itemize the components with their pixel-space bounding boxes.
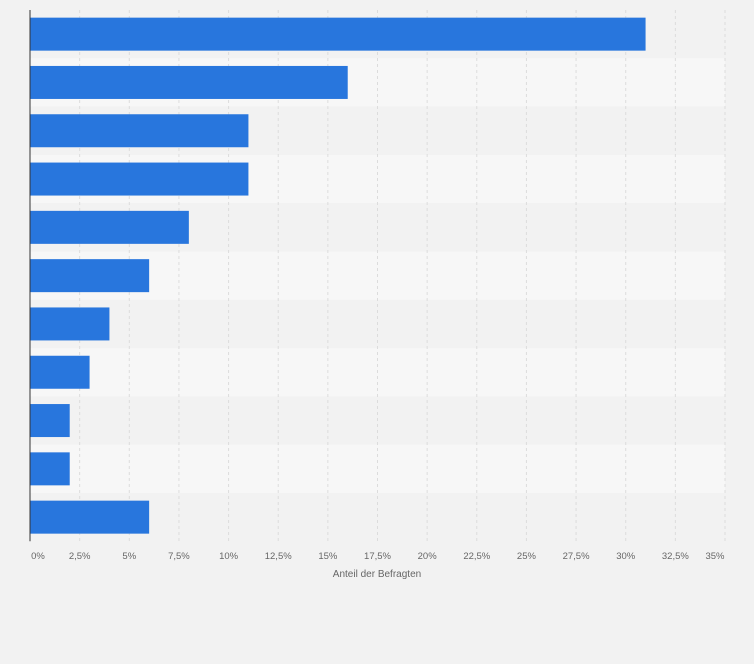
x-tick-label: 32,5% (662, 551, 689, 562)
bar (30, 162, 249, 196)
bars (30, 17, 646, 534)
bar (30, 65, 348, 99)
bar (30, 17, 646, 51)
x-tick-label: 15% (318, 551, 338, 562)
x-tick-label: 5% (122, 551, 136, 562)
bar (30, 114, 249, 148)
x-tick-label: 17,5% (364, 551, 391, 562)
x-tick-label: 0% (31, 551, 45, 562)
bar (30, 307, 110, 341)
x-tick-label: 22,5% (463, 551, 490, 562)
x-tick-label: 27,5% (563, 551, 590, 562)
x-tick-label: 25% (517, 551, 537, 562)
bar (30, 210, 189, 244)
x-tick-label: 20% (418, 551, 438, 562)
x-tick-label: 30% (616, 551, 636, 562)
bar (30, 355, 90, 389)
x-axis-label: Anteil der Befragten (333, 569, 421, 580)
x-tick-labels: 0% 2,5% 5% 7,5% 10% 12,5% 15% 17,5% 20% 22,5% 25% 2… (31, 551, 725, 562)
x-tick-label: 7,5% (168, 551, 190, 562)
bar (30, 259, 150, 293)
bar (30, 500, 150, 534)
x-tick-label: 35% (705, 551, 725, 562)
x-tick-label: 12,5% (265, 551, 292, 562)
x-tick-label: 10% (219, 551, 239, 562)
bar (30, 452, 70, 486)
bar (30, 404, 70, 438)
x-tick-label: 2,5% (69, 551, 91, 562)
